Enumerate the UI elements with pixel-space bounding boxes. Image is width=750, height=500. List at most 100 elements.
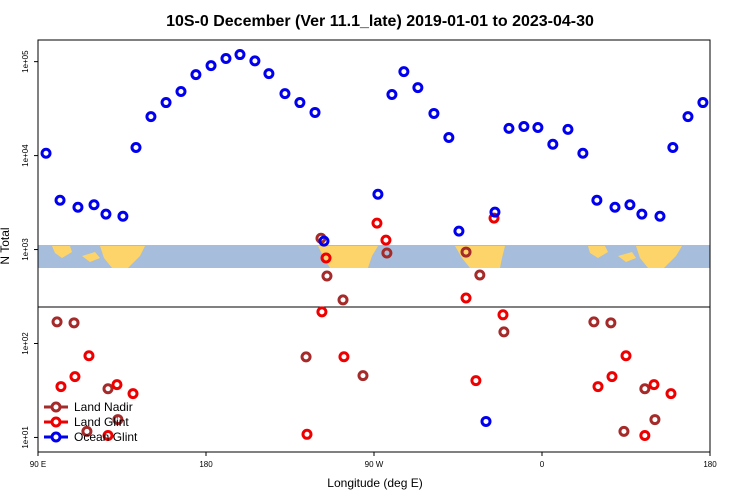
y-tick-label: 1e+03 (21, 238, 30, 261)
point (234, 49, 246, 61)
point (474, 269, 486, 281)
point (69, 371, 81, 383)
point (102, 429, 114, 441)
point (54, 194, 66, 206)
point (398, 66, 410, 78)
y-tick-label: 1e+02 (21, 332, 30, 355)
point (562, 123, 574, 135)
point (100, 208, 112, 220)
point (532, 122, 544, 134)
point (649, 414, 661, 426)
point (337, 294, 349, 306)
point (175, 86, 187, 98)
point (577, 147, 589, 159)
point (88, 199, 100, 211)
legend-swatch (50, 431, 62, 443)
point (480, 415, 492, 427)
legend-label: Land Nadir (74, 400, 133, 414)
point (498, 326, 510, 338)
legend-swatch (50, 401, 62, 413)
x-tick-label: 180 (199, 460, 213, 469)
point (639, 383, 651, 395)
point (592, 381, 604, 393)
point (127, 388, 139, 400)
point (428, 107, 440, 119)
point (609, 201, 621, 213)
point (381, 247, 393, 259)
point (371, 217, 383, 229)
point (316, 306, 328, 318)
point (294, 97, 306, 109)
point (220, 53, 232, 65)
point (102, 383, 114, 395)
y-tick-label: 1e+01 (21, 426, 30, 449)
legend-label: Ocean Glint (74, 430, 138, 444)
point (68, 317, 80, 329)
point (380, 234, 392, 246)
point (667, 141, 679, 153)
point (654, 210, 666, 222)
x-tick-label: 0 (540, 460, 545, 469)
x-tick-label: 180 (703, 460, 717, 469)
point (117, 210, 129, 222)
point (386, 89, 398, 101)
point (460, 292, 472, 304)
point (624, 199, 636, 211)
point (111, 379, 123, 391)
point (605, 317, 617, 329)
point (300, 351, 312, 363)
point (453, 225, 465, 237)
legend-label: Land Glint (74, 415, 129, 429)
legend-swatch (50, 416, 62, 428)
point (301, 428, 313, 440)
point (190, 69, 202, 81)
point (682, 111, 694, 123)
point (318, 235, 330, 247)
point (338, 351, 350, 363)
point (145, 111, 157, 123)
point (489, 206, 501, 218)
point (697, 97, 709, 109)
point (443, 131, 455, 143)
point (497, 309, 509, 321)
point (81, 425, 93, 437)
point (460, 246, 472, 258)
point (357, 370, 369, 382)
point (321, 270, 333, 282)
point (639, 429, 651, 441)
point (83, 350, 95, 362)
point (547, 138, 559, 150)
x-tick-label: 90 E (30, 460, 46, 469)
y-tick-label: 1e+05 (21, 50, 30, 73)
point (51, 316, 63, 328)
x-tick-label: 90 W (365, 460, 384, 469)
point (263, 68, 275, 80)
point (412, 82, 424, 94)
map-strip (38, 245, 710, 268)
point (591, 194, 603, 206)
point (620, 350, 632, 362)
point (112, 414, 124, 426)
point (372, 188, 384, 200)
point (636, 208, 648, 220)
point (588, 316, 600, 328)
y-tick-label: 1e+04 (21, 144, 30, 167)
y-axis-label: N Total (0, 227, 12, 264)
point (40, 147, 52, 159)
point (249, 55, 261, 67)
point (618, 425, 630, 437)
x-axis-label: Longitude (deg E) (327, 476, 422, 490)
point (309, 106, 321, 118)
point (606, 371, 618, 383)
point (518, 121, 530, 133)
point (648, 379, 660, 391)
point (205, 60, 217, 72)
point (320, 252, 332, 264)
point (72, 201, 84, 213)
point (665, 388, 677, 400)
point (55, 381, 67, 393)
point (503, 122, 515, 134)
point (488, 212, 500, 224)
point (279, 88, 291, 100)
